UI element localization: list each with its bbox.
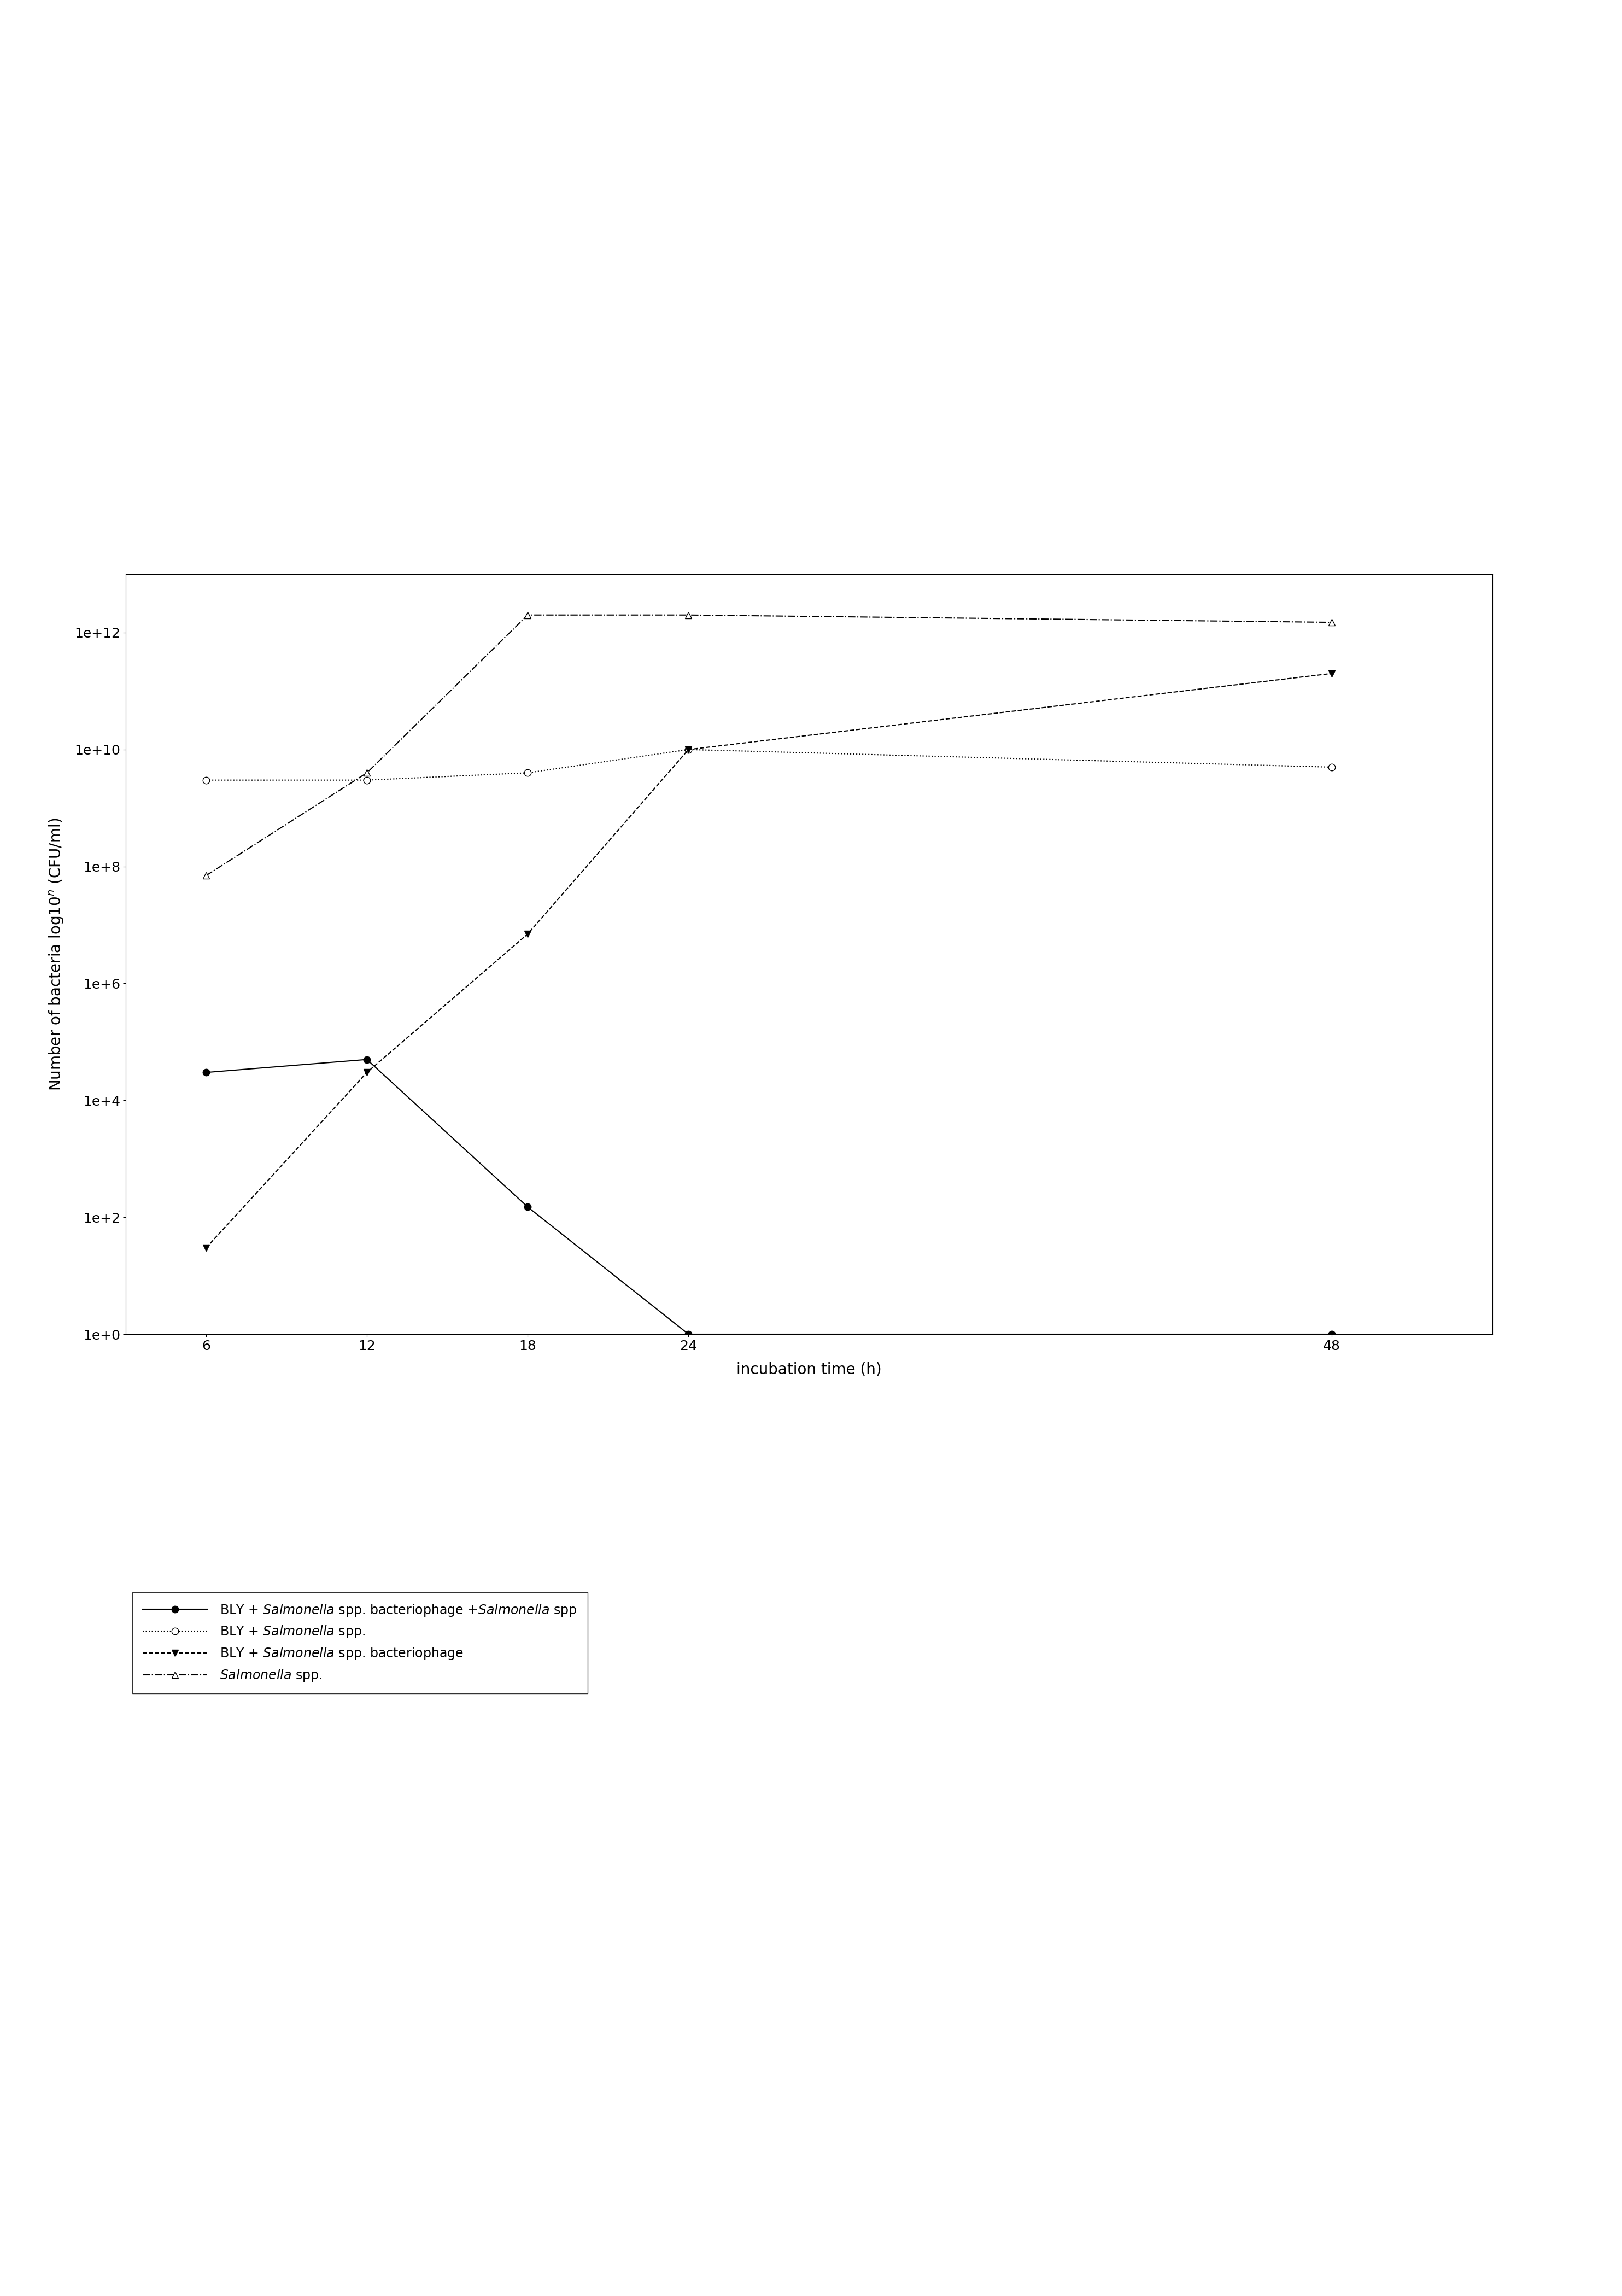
X-axis label: incubation time (h): incubation time (h) bbox=[736, 1362, 882, 1378]
Y-axis label: Number of bacteria log10$^n$ (CFU/ml): Number of bacteria log10$^n$ (CFU/ml) bbox=[47, 817, 65, 1091]
Legend: BLY + $\it{Salmonella}$ spp. bacteriophage +$\it{Salmonella}$ spp, BLY + $\it{Sa: BLY + $\it{Salmonella}$ spp. bacteriopha… bbox=[131, 1591, 587, 1694]
